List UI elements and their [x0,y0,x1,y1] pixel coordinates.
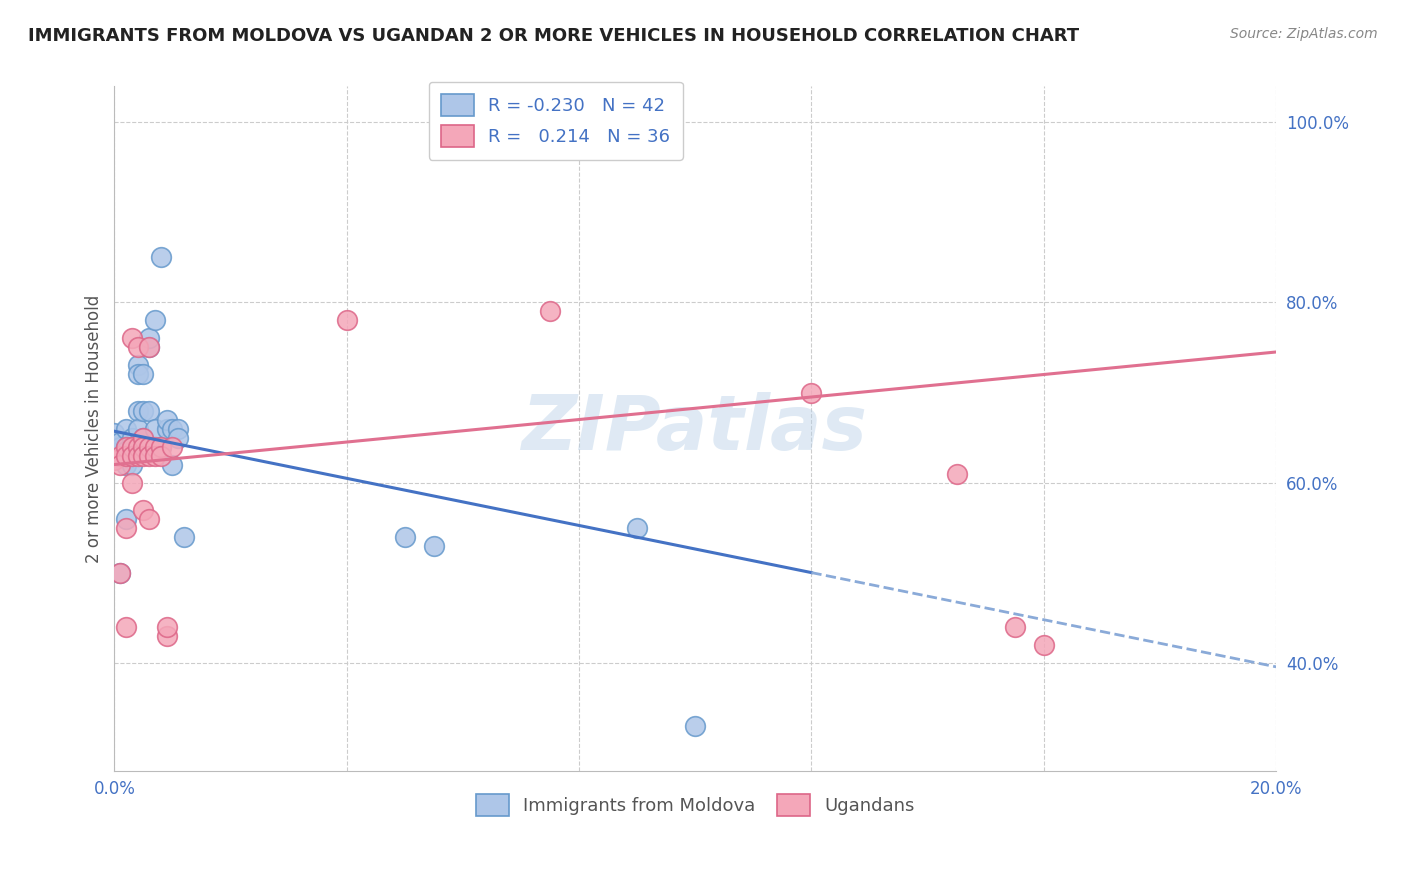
Point [121,440,143,454]
Point [156,619,179,633]
Point [394,530,416,544]
Point [800,385,823,400]
Legend: Immigrants from Moldova, Ugandans: Immigrants from Moldova, Ugandans [470,787,921,823]
Point [945,467,967,481]
Point [121,449,143,463]
Point [167,431,190,445]
Point [138,449,160,463]
Point [127,341,149,355]
Point [127,359,149,373]
Text: Source: ZipAtlas.com: Source: ZipAtlas.com [1230,27,1378,41]
Point [132,431,155,445]
Point [110,566,132,580]
Point [138,511,160,525]
Point [121,449,143,463]
Point [167,421,190,435]
Point [149,251,172,265]
Point [143,449,166,463]
Point [115,449,138,463]
Point [121,475,143,490]
Point [132,440,155,454]
Point [626,520,648,534]
Point [162,458,184,472]
Point [1032,638,1054,652]
Point [127,449,149,463]
Point [1004,619,1026,633]
Point [138,331,160,345]
Point [156,421,179,435]
Point [156,629,179,643]
Y-axis label: 2 or more Vehicles in Household: 2 or more Vehicles in Household [86,294,103,563]
Point [127,403,149,417]
Point [110,566,132,580]
Point [115,619,138,633]
Point [115,444,138,458]
Point [143,313,166,327]
Point [138,341,160,355]
Point [132,368,155,382]
Text: IMMIGRANTS FROM MOLDOVA VS UGANDAN 2 OR MORE VEHICLES IN HOUSEHOLD CORRELATION C: IMMIGRANTS FROM MOLDOVA VS UGANDAN 2 OR … [28,27,1080,45]
Point [127,368,149,382]
Point [115,440,138,454]
Point [132,440,155,454]
Point [538,304,561,318]
Point [121,458,143,472]
Point [110,458,132,472]
Point [423,539,446,553]
Point [138,341,160,355]
Point [115,458,138,472]
Point [683,719,706,733]
Point [110,444,132,458]
Point [143,421,166,435]
Point [115,520,138,534]
Point [121,431,143,445]
Point [162,421,184,435]
Point [138,403,160,417]
Point [162,440,184,454]
Point [132,403,155,417]
Point [132,431,155,445]
Point [115,440,138,454]
Point [149,449,172,463]
Point [156,412,179,426]
Point [103,425,125,440]
Point [138,440,160,454]
Point [115,449,138,463]
Point [110,449,132,463]
Point [121,444,143,458]
Text: ZIPatlas: ZIPatlas [522,392,869,466]
Point [173,530,195,544]
Point [115,511,138,525]
Point [127,421,149,435]
Point [127,440,149,454]
Point [103,453,125,467]
Point [143,440,166,454]
Point [336,313,359,327]
Point [110,440,132,454]
Point [121,440,143,454]
Point [132,449,155,463]
Point [149,440,172,454]
Point [121,331,143,345]
Point [149,440,172,454]
Point [115,421,138,435]
Point [132,502,155,516]
Point [110,435,132,450]
